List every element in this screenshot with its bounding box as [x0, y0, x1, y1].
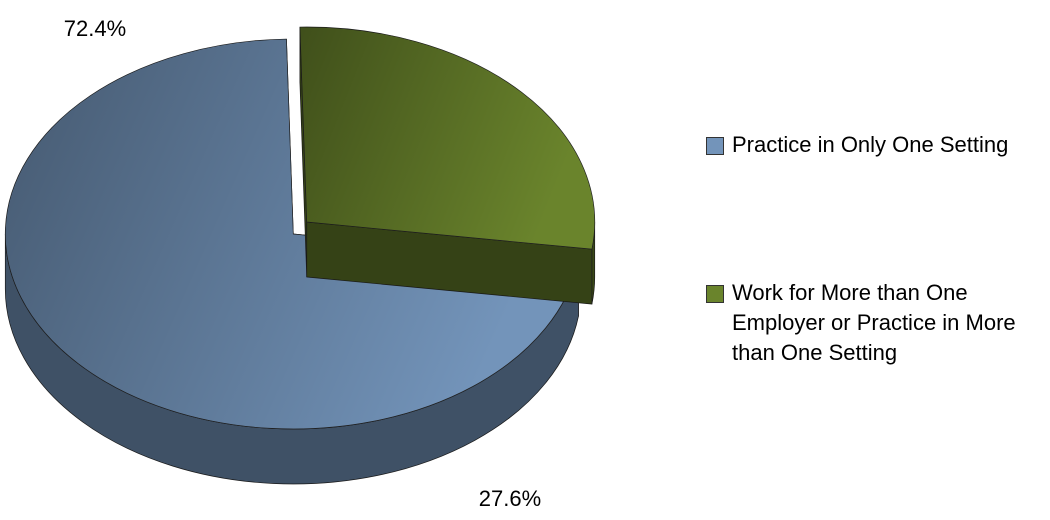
legend-swatch — [706, 137, 724, 155]
slice-gradient — [299, 27, 595, 250]
data-label: 72.4% — [64, 16, 126, 41]
legend-item: Practice in Only One Setting — [706, 130, 1026, 160]
slice-side-shade — [591, 222, 595, 305]
legend-label: Practice in Only One Setting — [732, 132, 1009, 157]
slice-gradient — [5, 39, 579, 429]
slice-face-shade — [299, 27, 307, 278]
legend-swatch — [706, 285, 724, 303]
data-label: 27.6% — [479, 486, 541, 511]
pie — [4, 26, 596, 485]
legend-label: Work for More than One Employer or Pract… — [732, 280, 1016, 365]
slice-side-shade — [5, 233, 579, 484]
legend-item: Work for More than One Employer or Pract… — [706, 278, 1026, 368]
